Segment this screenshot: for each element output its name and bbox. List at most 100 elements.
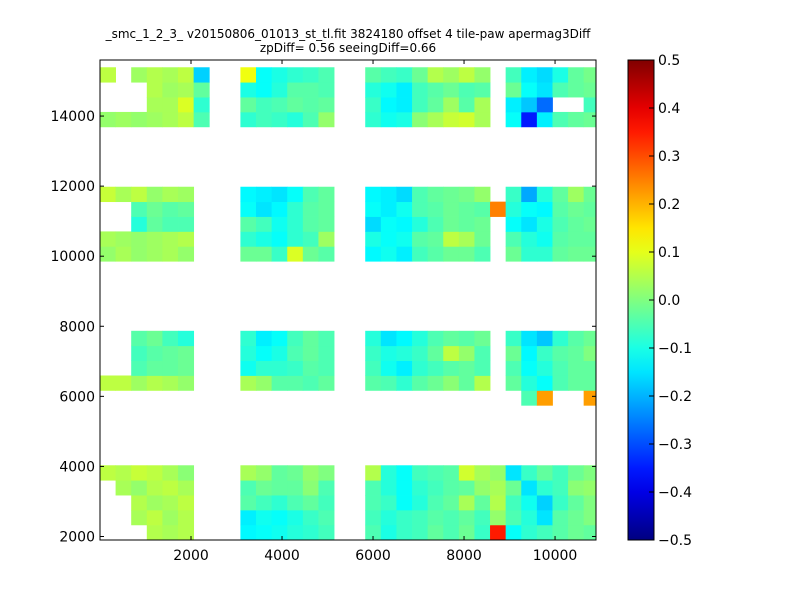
heatmap-cell (100, 67, 116, 83)
heatmap-cell (521, 375, 538, 391)
heatmap-cell (536, 201, 553, 217)
heatmap-cell (146, 480, 163, 496)
heatmap-cell (271, 82, 288, 98)
y-tick-label: 2000 (59, 529, 95, 545)
heatmap-cell (583, 360, 597, 376)
heatmap-cell (256, 111, 273, 128)
heatmap-cell (131, 186, 148, 203)
heatmap-cell (396, 216, 413, 232)
heatmap-cell (583, 390, 597, 406)
heatmap-cell (162, 67, 179, 83)
heatmap-cell (287, 465, 304, 481)
heatmap-cell (536, 375, 553, 391)
heatmap-cell (521, 330, 538, 347)
heatmap-cell (302, 465, 319, 481)
heatmap-cell (552, 495, 569, 511)
heatmap-cell (568, 330, 585, 347)
heatmap-cell (396, 246, 413, 262)
heatmap-cell (505, 231, 522, 247)
heatmap-cell (131, 231, 148, 247)
heatmap-cell (287, 246, 304, 262)
heatmap-cell (458, 509, 475, 526)
heatmap-cell (443, 375, 460, 391)
heatmap-cell (552, 480, 569, 496)
heatmap-cell (131, 480, 148, 496)
heatmap-cell (458, 111, 475, 128)
heatmap-cell (162, 465, 179, 481)
heatmap-cell (256, 345, 273, 361)
heatmap-cell (318, 360, 335, 376)
heatmap-cell (474, 345, 491, 361)
heatmap-cell (318, 345, 335, 361)
heatmap-cell (302, 524, 319, 541)
heatmap-cell (505, 375, 522, 391)
colorbar-tick-label: 0.4 (658, 101, 680, 117)
heatmap-cell (568, 509, 585, 526)
heatmap-cell (490, 495, 507, 511)
heatmap-cell (583, 480, 597, 496)
heatmap-cell (536, 480, 553, 496)
heatmap-cell (568, 375, 585, 391)
heatmap-cell (505, 111, 522, 128)
heatmap-cell (396, 231, 413, 247)
heatmap-cell (474, 524, 491, 541)
heatmap-cell (287, 216, 304, 232)
heatmap-cell (427, 480, 444, 496)
heatmap-cell (443, 67, 460, 83)
heatmap-cell (490, 509, 507, 526)
heatmap-cell (505, 509, 522, 526)
heatmap-cell (505, 82, 522, 98)
heatmap-cell (521, 67, 538, 83)
heatmap-cell (536, 231, 553, 247)
heatmap-cell (271, 111, 288, 128)
heatmap-cell (365, 345, 382, 361)
heatmap-cell (443, 231, 460, 247)
heatmap-cell (146, 345, 163, 361)
heatmap-cell (178, 82, 195, 98)
heatmap-cell (396, 375, 413, 391)
heatmap-cell (178, 111, 195, 128)
colorbar-tick-label: −0.5 (658, 533, 692, 549)
heatmap-cell (427, 465, 444, 481)
heatmap-cell (536, 82, 553, 98)
heatmap-cell (365, 231, 382, 247)
heatmap-cell (287, 375, 304, 391)
heatmap-cell (115, 375, 132, 391)
heatmap-cell (318, 186, 335, 203)
heatmap-cell (412, 360, 429, 376)
heatmap-cell (178, 186, 195, 203)
heatmap-cell (396, 82, 413, 98)
heatmap-cell (568, 345, 585, 361)
heatmap-cell (271, 246, 288, 262)
heatmap-cell (458, 231, 475, 247)
heatmap-cell (146, 97, 163, 113)
x-tick-label: 2000 (173, 548, 209, 564)
heatmap-cell (443, 345, 460, 361)
heatmap-cell (552, 246, 569, 262)
heatmap-cell (240, 360, 257, 376)
heatmap-cell (412, 231, 429, 247)
heatmap-cell (256, 67, 273, 83)
heatmap-cell (256, 82, 273, 98)
heatmap-cell (458, 524, 475, 541)
heatmap-cell (162, 246, 179, 262)
heatmap-cell (552, 201, 569, 217)
heatmap-cell (412, 216, 429, 232)
colorbar-tick-label: 0.2 (658, 197, 680, 213)
heatmap-cell (178, 231, 195, 247)
heatmap-cell (146, 111, 163, 128)
heatmap-cell (458, 360, 475, 376)
heatmap-cell (458, 97, 475, 113)
y-tick-label: 6000 (59, 389, 95, 405)
heatmap-cell (302, 495, 319, 511)
heatmap-cell (536, 465, 553, 481)
heatmap-cell (287, 82, 304, 98)
heatmap-cell (458, 375, 475, 391)
heatmap-cell (240, 201, 257, 217)
heatmap-cell (568, 201, 585, 217)
heatmap-cell (412, 495, 429, 511)
heatmap-cell (536, 524, 553, 541)
heatmap-cell (318, 495, 335, 511)
heatmap-cell (412, 67, 429, 83)
heatmap-cell (505, 480, 522, 496)
